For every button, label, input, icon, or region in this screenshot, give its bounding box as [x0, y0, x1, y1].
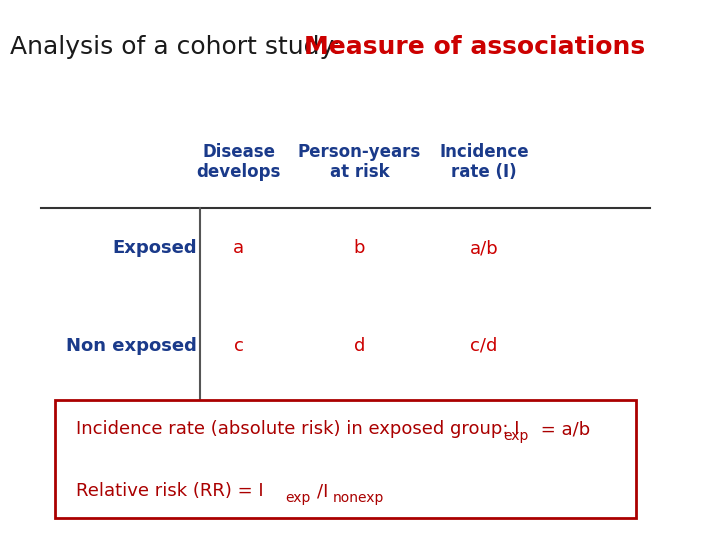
Text: exp: exp [285, 491, 310, 505]
Text: Non exposed: Non exposed [66, 336, 197, 355]
Text: d: d [354, 336, 365, 355]
Text: c/d: c/d [470, 336, 498, 355]
Text: a: a [233, 239, 244, 258]
Text: /I: /I [317, 482, 328, 501]
Text: nonexp: nonexp [333, 491, 384, 505]
Text: a/b: a/b [469, 239, 498, 258]
Text: Person-years
at risk: Person-years at risk [298, 143, 421, 181]
Text: = a/b: = a/b [535, 420, 590, 438]
Text: b: b [354, 239, 365, 258]
Text: Disease
develops: Disease develops [197, 143, 281, 181]
Text: Measure of associations: Measure of associations [304, 35, 645, 59]
Text: exp: exp [503, 429, 528, 443]
Text: Incidence
rate (I): Incidence rate (I) [439, 143, 528, 181]
FancyBboxPatch shape [55, 400, 636, 518]
Text: c: c [233, 336, 243, 355]
Text: Incidence rate (absolute risk) in exposed group: I: Incidence rate (absolute risk) in expose… [76, 420, 520, 438]
Text: Analysis of a cohort study:: Analysis of a cohort study: [10, 35, 357, 59]
Text: Relative risk (RR) = I: Relative risk (RR) = I [76, 482, 264, 501]
Text: Exposed: Exposed [112, 239, 197, 258]
